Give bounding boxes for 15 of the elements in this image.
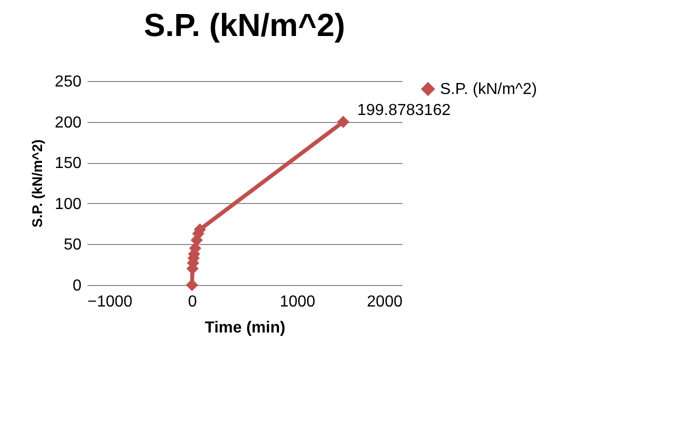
x-tick-label: 2000 bbox=[366, 294, 403, 310]
y-tick-label: 250 bbox=[54, 74, 82, 90]
y-tick-label: 150 bbox=[54, 155, 82, 172]
data-label: 199.8783162 bbox=[357, 102, 451, 119]
x-axis-title: Time (min) bbox=[204, 320, 286, 336]
y-tick-label: 0 bbox=[72, 278, 82, 294]
x-tick-label: 0 bbox=[188, 294, 198, 310]
x-tick-label: 1000 bbox=[280, 294, 316, 310]
y-tick-label: 50 bbox=[64, 236, 82, 254]
y-tick-label: 200 bbox=[54, 114, 82, 132]
chart-title: S.P. (kN/m^2) bbox=[144, 7, 346, 43]
legend-label: S.P. (kN/m^2) bbox=[440, 81, 538, 98]
x-tick-label: −1000 bbox=[88, 294, 133, 310]
y-tick-label: 100 bbox=[54, 196, 82, 213]
y-axis-title: S.P. (kN/m^2) bbox=[28, 139, 45, 228]
